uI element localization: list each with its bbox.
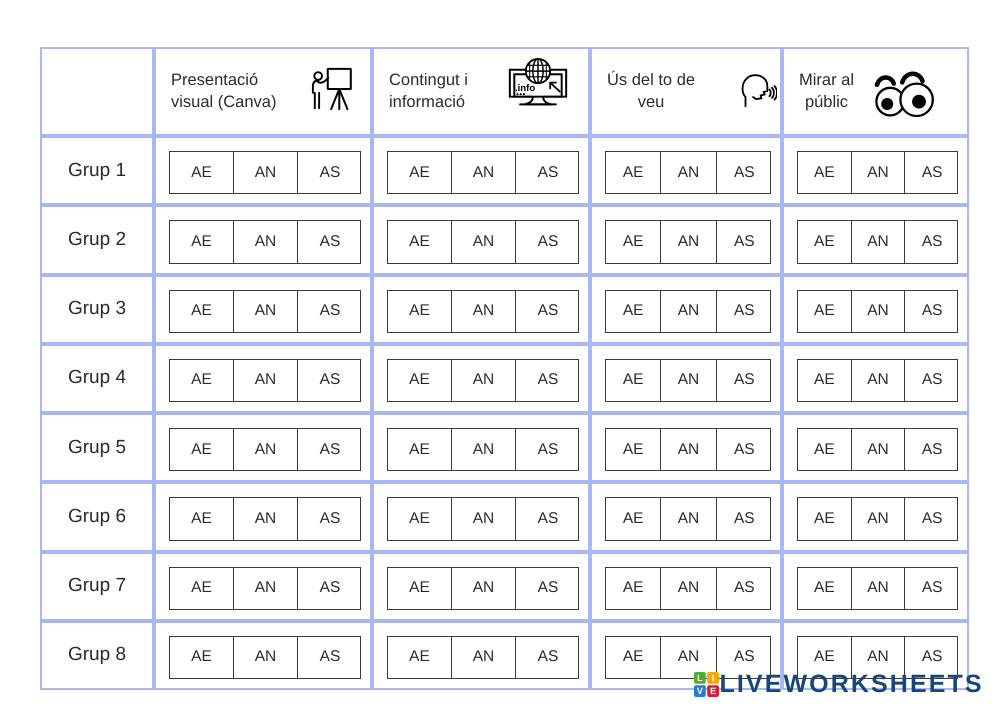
svg-text:.info: .info — [515, 83, 535, 94]
svg-text:L: L — [697, 673, 703, 683]
svg-text:V: V — [696, 686, 702, 696]
svg-text:I: I — [711, 673, 714, 683]
svg-text:E: E — [710, 686, 716, 696]
